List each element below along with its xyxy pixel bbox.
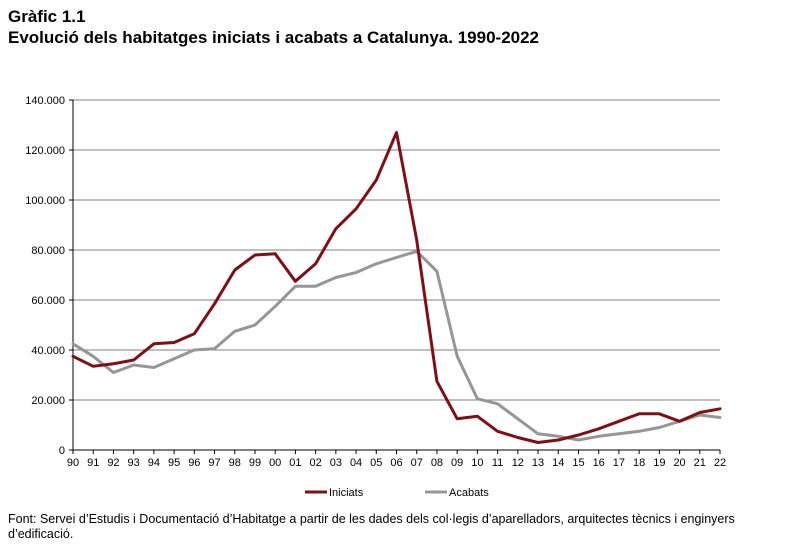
x-tick-label: 14 (552, 457, 564, 469)
x-tick-label: 94 (148, 457, 160, 469)
chart-header: Gràfic 1.1 Evolució dels habitatges inic… (8, 6, 539, 49)
y-tick-label: 80.000 (31, 245, 65, 257)
x-tick-label: 96 (188, 457, 200, 469)
x-tick-label: 04 (350, 457, 362, 469)
x-tick-label: 17 (613, 457, 625, 469)
x-tick-label: 12 (512, 457, 524, 469)
x-tick-label: 21 (694, 457, 706, 469)
x-tick-label: 99 (249, 457, 261, 469)
figure-number: Gràfic 1.1 (8, 7, 86, 26)
x-tick-label: 91 (87, 457, 99, 469)
x-tick-label: 09 (451, 457, 463, 469)
chart-title: Evolució dels habitatges iniciats i acab… (8, 28, 540, 47)
series-line-iniciats (71, 131, 722, 444)
y-tick-label: 120.000 (25, 145, 65, 157)
series-line-acabats (71, 249, 722, 442)
y-tick-label: 0 (59, 445, 65, 457)
y-tick-label: 40.000 (31, 345, 65, 357)
x-tick-label: 07 (411, 457, 423, 469)
x-tick-label: 08 (431, 457, 443, 469)
x-tick-label: 13 (532, 457, 544, 469)
x-tick-label: 92 (107, 457, 119, 469)
x-tick-label: 03 (330, 457, 342, 469)
x-tick-label: 15 (572, 457, 584, 469)
x-tick-label: 02 (310, 457, 322, 469)
source-note: Font: Servei d’Estudis i Documentació d’… (8, 512, 735, 541)
x-tick-label: 97 (208, 457, 220, 469)
x-tick-label: 00 (269, 457, 281, 469)
x-tick-label: 11 (492, 457, 503, 469)
x-tick-label: 90 (67, 457, 79, 469)
x-tick-label: 95 (168, 457, 180, 469)
x-tick-label: 93 (128, 457, 140, 469)
x-tick-label: 20 (673, 457, 685, 469)
x-tick-label: 98 (229, 457, 241, 469)
x-tick-label: 10 (471, 457, 483, 469)
y-tick-label: 140.000 (25, 95, 65, 107)
x-tick-label: 19 (653, 457, 665, 469)
y-tick-label: 60.000 (31, 295, 65, 307)
x-tick-label: 16 (593, 457, 605, 469)
legend-label-iniciats: Iniciats (329, 487, 364, 499)
x-tick-label: 18 (633, 457, 645, 469)
x-tick-label: 05 (370, 457, 382, 469)
line-chart: 0 20.000 40.000 60.000 80.000 100.000 120.000 1… (25, 95, 726, 499)
y-tick-label: 20.000 (31, 395, 65, 407)
x-tick-label: 01 (289, 457, 301, 469)
x-tick-label: 22 (714, 457, 726, 469)
legend-label-acabats: Acabats (449, 487, 489, 499)
y-tick-label: 100.000 (25, 195, 65, 207)
x-tick-label: 06 (390, 457, 402, 469)
